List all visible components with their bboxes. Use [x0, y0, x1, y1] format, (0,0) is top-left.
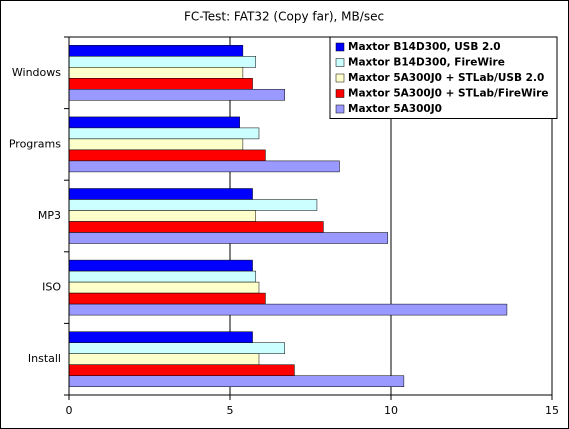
- bar: [68, 56, 257, 68]
- bar: [68, 221, 324, 233]
- bar: [68, 188, 253, 200]
- legend-label: Maxtor 5A300J0: [348, 103, 442, 115]
- y-tick-label: MP3: [38, 209, 61, 222]
- bar: [68, 303, 508, 316]
- bar: [68, 89, 285, 101]
- y-tick-label: Install: [28, 352, 61, 365]
- bar: [68, 116, 240, 129]
- legend-box: [329, 36, 558, 119]
- legend-label: Maxtor 5A300J0 + STLab/USB 2.0: [348, 72, 544, 84]
- legend-label: Maxtor B14D300, FireWire: [348, 57, 505, 69]
- bar: [68, 210, 257, 222]
- bar: [68, 127, 260, 140]
- legend-swatch: [335, 73, 345, 83]
- x-tick-label: 15: [545, 404, 559, 417]
- bar: [68, 342, 285, 354]
- legend-label: Maxtor B14D300, USB 2.0: [348, 41, 501, 53]
- bar: [68, 149, 266, 162]
- bar: [68, 281, 260, 294]
- bar: [68, 375, 405, 387]
- legend-swatch: [335, 89, 345, 98]
- x-tick-label: 5: [227, 404, 234, 417]
- y-tick-label: Programs: [9, 137, 61, 150]
- y-tick-label: ISO: [42, 281, 61, 294]
- bar: [68, 331, 253, 343]
- bar: [68, 270, 257, 283]
- bar: [68, 78, 253, 90]
- legend-swatch: [335, 104, 345, 114]
- x-tick-label: 10: [384, 404, 398, 417]
- x-tick-label: 0: [66, 404, 73, 417]
- bar: [68, 67, 244, 79]
- bar: [68, 292, 266, 305]
- bar: [68, 45, 244, 57]
- bar: [68, 138, 244, 151]
- bar: [68, 160, 340, 173]
- legend-swatch: [335, 42, 345, 52]
- legend-swatch: [335, 58, 345, 67]
- bar: [68, 232, 389, 244]
- chart-title: FC-Test: FAT32 (Copy far), MB/sec: [184, 10, 384, 24]
- bar: [68, 259, 253, 272]
- bar: [68, 353, 260, 365]
- legend-label: Maxtor 5A300J0 + STLab/FireWire: [348, 88, 548, 100]
- bar: [68, 199, 318, 211]
- bar: [68, 364, 295, 376]
- y-tick-label: Windows: [12, 66, 61, 79]
